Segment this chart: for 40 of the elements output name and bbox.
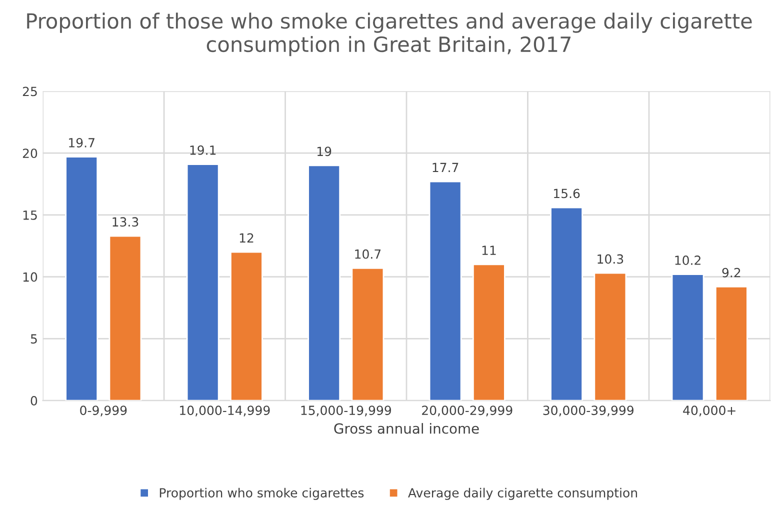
x-tick-label: 20,000-29,999 [422, 406, 512, 416]
chart-title: Proportion of those who smoke cigarettes and average daily cigarette consumption in Great Britain, 2017 [27, 12, 752, 56]
bar [594, 272, 627, 401]
data-label: 13.3 [112, 217, 138, 227]
bar [186, 164, 220, 401]
bar [65, 156, 98, 401]
x-tick-label: 40,000+ [683, 406, 736, 416]
y-tick-label: 0 [30, 396, 38, 406]
y-tick-label: 5 [30, 334, 37, 344]
x-tick-label: 10,000-14,999 [180, 406, 270, 416]
data-label: 19 [317, 146, 332, 156]
bar [351, 267, 384, 401]
bar [472, 264, 506, 401]
x-tick-label: 30,000-39,999 [543, 406, 634, 416]
data-label: 9.2 [722, 268, 740, 278]
x-tick-label: 15,000-19,999 [301, 406, 391, 416]
bar [671, 274, 704, 401]
data-label: 10.7 [355, 249, 381, 259]
x-axis-title: Gross annual income [334, 423, 479, 434]
legend-label: Proportion who smoke cigarettes [160, 488, 364, 500]
data-label: 10.2 [675, 256, 700, 265]
data-label: 19.1 [190, 145, 216, 155]
bar [714, 286, 748, 401]
y-tick-label: 25 [22, 86, 37, 96]
bar [108, 235, 142, 401]
x-tick-label: 0-9,999 [80, 406, 127, 416]
data-label: 10.3 [598, 254, 624, 264]
data-label: 17.7 [432, 162, 458, 172]
bar [428, 180, 462, 401]
y-tick-label: 10 [23, 272, 38, 282]
y-tick-label: 20 [22, 148, 38, 158]
data-label: 11 [482, 246, 496, 255]
data-label: 12 [240, 233, 254, 243]
data-label: 19.7 [69, 138, 94, 148]
bar [550, 206, 583, 401]
bar [308, 164, 341, 401]
y-tick-label: 15 [23, 210, 37, 220]
bar [230, 251, 263, 401]
data-label: 15.6 [554, 188, 580, 198]
legend-label: Average daily cigarette consumption [408, 488, 637, 500]
